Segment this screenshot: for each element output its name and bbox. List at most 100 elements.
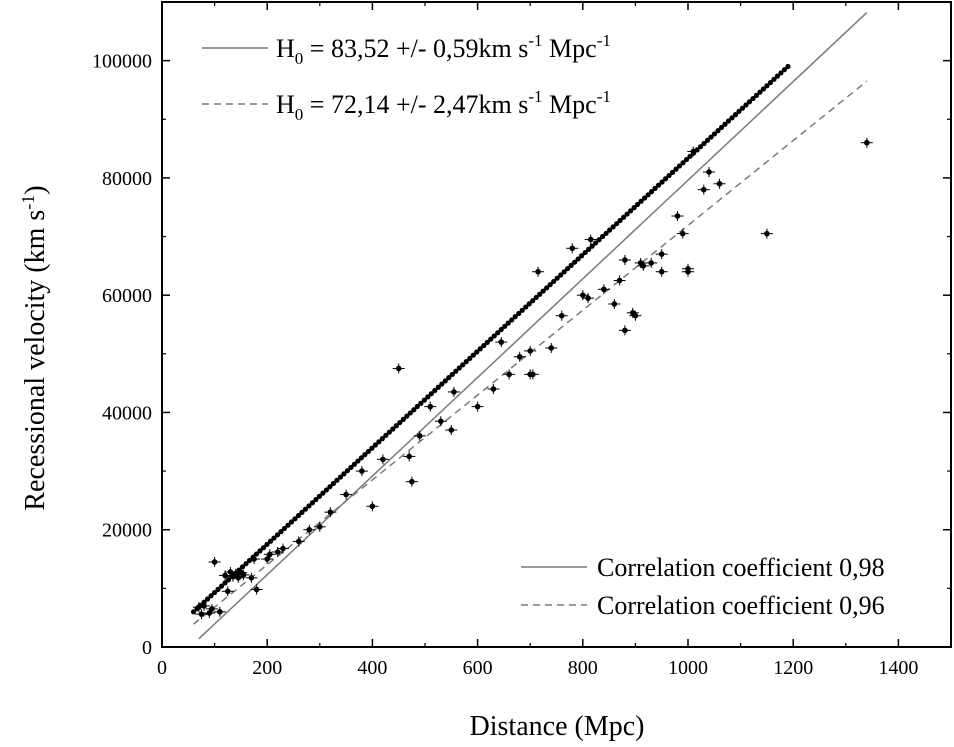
data-point — [540, 288, 546, 294]
data-point — [764, 230, 770, 237]
data-point — [453, 368, 459, 374]
data-point — [519, 307, 525, 313]
data-point — [544, 285, 550, 291]
data-point — [607, 227, 613, 233]
data-point — [280, 545, 286, 552]
data-point — [209, 606, 215, 612]
data-point — [490, 386, 497, 392]
data-point — [864, 139, 870, 146]
data-point — [302, 506, 309, 512]
data-point — [495, 330, 501, 336]
data-point — [446, 375, 452, 381]
data-point — [679, 230, 686, 237]
data-point — [498, 339, 505, 345]
data-point — [558, 312, 565, 319]
data-point — [530, 371, 536, 378]
data-point — [409, 478, 415, 485]
legend-h0-solid-sup1: -1 — [528, 31, 542, 50]
data-point — [565, 265, 571, 272]
data-point — [316, 493, 323, 499]
y-tick-label-40000: 40000 — [102, 402, 152, 424]
data-point — [611, 301, 618, 307]
data-point — [285, 522, 291, 528]
data-point — [535, 268, 541, 275]
data-point — [292, 516, 298, 522]
data-point — [616, 277, 623, 284]
data-point — [753, 92, 760, 98]
data-point — [750, 95, 756, 102]
data-point — [708, 134, 714, 140]
y-tick-label-60000: 60000 — [102, 285, 152, 307]
data-point — [432, 387, 438, 394]
y-axis-title-tail: ) — [20, 185, 51, 194]
data-point — [680, 160, 686, 166]
data-point — [603, 230, 609, 236]
data-point — [575, 256, 581, 262]
legend-h0-dashed-text: = 72,14 +/- 2,47km s — [303, 90, 528, 119]
data-point — [414, 403, 420, 410]
data-point — [313, 496, 319, 503]
data-point — [617, 217, 623, 224]
data-point — [418, 400, 424, 406]
data-point — [641, 195, 648, 201]
y-axis-title-main: Recessional velocity (km s — [20, 210, 51, 511]
data-point — [386, 429, 392, 435]
data-point — [204, 596, 211, 602]
data-point — [662, 176, 669, 182]
data-point — [706, 169, 712, 175]
data-point — [481, 342, 487, 349]
data-point — [278, 529, 284, 535]
data-point — [467, 355, 473, 362]
data-point — [585, 295, 591, 301]
data-point — [624, 211, 630, 217]
data-point — [690, 148, 697, 155]
data-point — [320, 490, 326, 496]
data-point — [351, 461, 357, 467]
data-point — [404, 413, 410, 419]
data-point — [596, 237, 602, 243]
data-point — [676, 163, 683, 169]
data-point — [196, 604, 202, 610]
data-point — [587, 236, 594, 243]
legend-top-left: H0 = 83,52 +/- 0,59km s-1 Mpc-1 H0 = 72,… — [202, 31, 611, 124]
data-point — [428, 391, 434, 397]
data-point — [638, 198, 644, 204]
x-tick-label-200: 200 — [252, 657, 282, 679]
data-point — [470, 352, 476, 358]
data-point — [198, 611, 205, 617]
data-point — [380, 456, 386, 463]
x-axis-title: Distance (Mpc) — [470, 711, 645, 742]
data-point — [359, 468, 365, 474]
data-point — [355, 458, 361, 464]
data-point — [526, 301, 532, 307]
data-point — [463, 359, 469, 365]
data-point — [208, 593, 214, 599]
data-point — [488, 336, 494, 342]
data-point — [554, 275, 560, 281]
data-point — [673, 166, 679, 172]
data-point — [569, 245, 576, 252]
data-point — [580, 292, 586, 298]
data-point — [491, 333, 497, 339]
data-point — [610, 224, 616, 230]
data-point — [640, 263, 647, 269]
data-point — [448, 427, 455, 433]
data-point — [502, 323, 508, 329]
y-tick-label-80000: 80000 — [102, 168, 152, 190]
data-point — [240, 572, 247, 578]
data-point — [369, 503, 376, 510]
data-point — [437, 418, 444, 425]
data-point — [344, 468, 350, 474]
data-point — [456, 365, 462, 371]
data-point — [365, 448, 371, 455]
data-point — [781, 67, 788, 73]
data-point — [505, 320, 511, 326]
data-point — [697, 144, 704, 150]
y-tick-label-20000: 20000 — [102, 520, 152, 542]
data-point — [628, 208, 634, 214]
data-point — [771, 76, 777, 82]
data-point — [264, 556, 271, 562]
data-point — [484, 339, 490, 345]
data-point — [190, 609, 197, 615]
